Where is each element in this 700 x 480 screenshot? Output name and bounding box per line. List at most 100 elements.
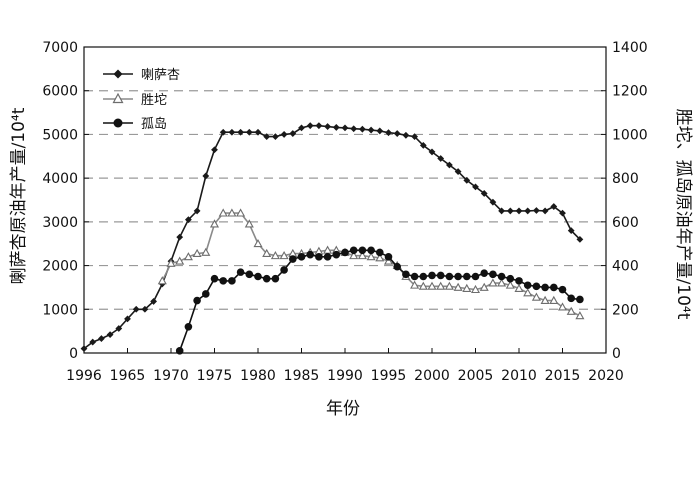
data-point-circle — [532, 282, 541, 291]
series-line — [83, 124, 581, 350]
data-point-triangle — [366, 252, 376, 261]
data-point-diamond — [332, 124, 340, 131]
data-point-diamond — [376, 127, 384, 135]
right-tick-label: 1400 — [612, 40, 648, 56]
left-tick-label: 4000 — [42, 171, 78, 187]
data-point-diamond — [219, 128, 227, 136]
data-point-triangle — [453, 282, 463, 291]
x-tick-label: 1975 — [197, 368, 233, 384]
data-point-circle — [576, 295, 584, 304]
data-point-diamond — [263, 133, 271, 141]
data-point-circle — [410, 272, 419, 281]
data-point-triangle — [357, 251, 367, 260]
data-point-circle — [323, 253, 332, 261]
data-point-diamond — [533, 207, 540, 214]
data-point-circle — [393, 262, 402, 271]
data-point-diamond — [472, 183, 479, 191]
data-point-circle — [436, 271, 445, 280]
data-point-diamond — [202, 172, 210, 180]
left-axis-ticks: 0 1000 2000 3000 4000 5000 6000 7000 — [42, 40, 89, 362]
data-point-diamond — [106, 331, 114, 339]
data-point-circle — [280, 266, 288, 274]
grid-lines — [84, 90, 606, 310]
data-point-triangle — [410, 280, 420, 289]
data-point-circle — [210, 274, 219, 283]
data-point-circle — [402, 270, 410, 279]
data-point-triangle — [166, 258, 176, 267]
data-point-diamond — [454, 168, 462, 175]
data-point-diamond — [193, 207, 201, 215]
data-point-triangle — [488, 278, 498, 287]
data-point-circle — [463, 272, 471, 281]
data-point-triangle — [497, 278, 507, 287]
data-point-circle — [506, 274, 515, 283]
legend: 喇萨杏 胜坨 孤岛 — [103, 68, 180, 132]
right-tick-label: 1200 — [612, 84, 648, 100]
data-point-diamond — [359, 125, 366, 133]
data-point-triangle — [192, 248, 202, 257]
data-point-diamond — [419, 141, 427, 149]
right-tick-label: 0 — [612, 346, 621, 362]
data-point-circle — [480, 269, 489, 278]
data-point-triangle — [349, 251, 359, 260]
data-point-circle — [376, 248, 384, 257]
data-point-triangle — [566, 306, 576, 315]
legend-item-lasaxing: 喇萨杏 — [103, 68, 180, 83]
data-point-circle — [228, 277, 236, 285]
data-point-diamond — [385, 129, 392, 137]
data-point-circle — [184, 322, 193, 331]
data-point-triangle — [531, 292, 541, 301]
data-point-circle — [202, 290, 210, 298]
data-point-circle — [332, 250, 341, 259]
data-point-diamond — [141, 305, 149, 313]
data-point-diamond — [289, 130, 297, 137]
data-point-diamond — [367, 126, 375, 134]
data-point-triangle — [444, 281, 454, 290]
data-point-diamond — [324, 123, 331, 130]
data-point-circle — [245, 270, 254, 279]
legend-label-shengtuo: 胜坨 — [141, 92, 167, 108]
data-point-circle — [297, 253, 306, 261]
data-point-circle — [471, 272, 480, 281]
data-point-diamond — [341, 124, 349, 132]
data-point-triangle — [383, 256, 394, 265]
left-tick-label: 3000 — [42, 215, 78, 231]
data-point-triangle — [479, 282, 489, 291]
data-point-diamond — [506, 207, 514, 215]
x-axis-ticks: 1996 1965 1970 1975 1980 1985 1990 1995 2000 2005… — [66, 348, 624, 384]
left-axis-title: 喇萨杏原油年产量/10⁴t — [9, 107, 29, 284]
data-point-diamond — [498, 207, 505, 215]
data-point-triangle — [540, 295, 550, 304]
data-point-diamond — [567, 227, 575, 234]
right-tick-label: 200 — [612, 302, 639, 318]
data-point-triangle — [175, 256, 185, 265]
data-point-diamond — [463, 176, 471, 184]
x-tick-label: 2000 — [414, 368, 450, 384]
legend-marker-diamond — [113, 69, 123, 79]
data-point-triangle — [218, 208, 228, 217]
data-point-triangle — [157, 276, 167, 285]
data-point-diamond — [245, 128, 253, 136]
data-point-diamond — [115, 325, 123, 332]
data-point-circle — [236, 268, 245, 276]
data-point-triangle — [227, 208, 237, 217]
data-point-triangle — [209, 219, 220, 228]
data-point-circle — [454, 272, 462, 281]
data-point-circle — [558, 285, 567, 294]
data-point-diamond — [254, 128, 262, 136]
data-point-triangle — [549, 295, 559, 304]
data-point-diamond — [298, 124, 305, 132]
data-point-diamond — [350, 125, 358, 133]
data-point-diamond — [393, 130, 401, 137]
data-point-diamond — [428, 148, 436, 156]
x-tick-label: 2010 — [501, 368, 537, 384]
data-point-diamond — [98, 335, 105, 342]
data-point-diamond — [237, 128, 244, 136]
data-point-triangle — [514, 283, 524, 292]
data-point-triangle — [427, 281, 437, 290]
data-point-triangle — [505, 280, 515, 289]
legend-marker-circle — [113, 118, 123, 128]
legend-label-gudao: 孤岛 — [141, 116, 167, 132]
data-point-diamond — [411, 133, 418, 141]
data-point-circle — [550, 283, 558, 292]
